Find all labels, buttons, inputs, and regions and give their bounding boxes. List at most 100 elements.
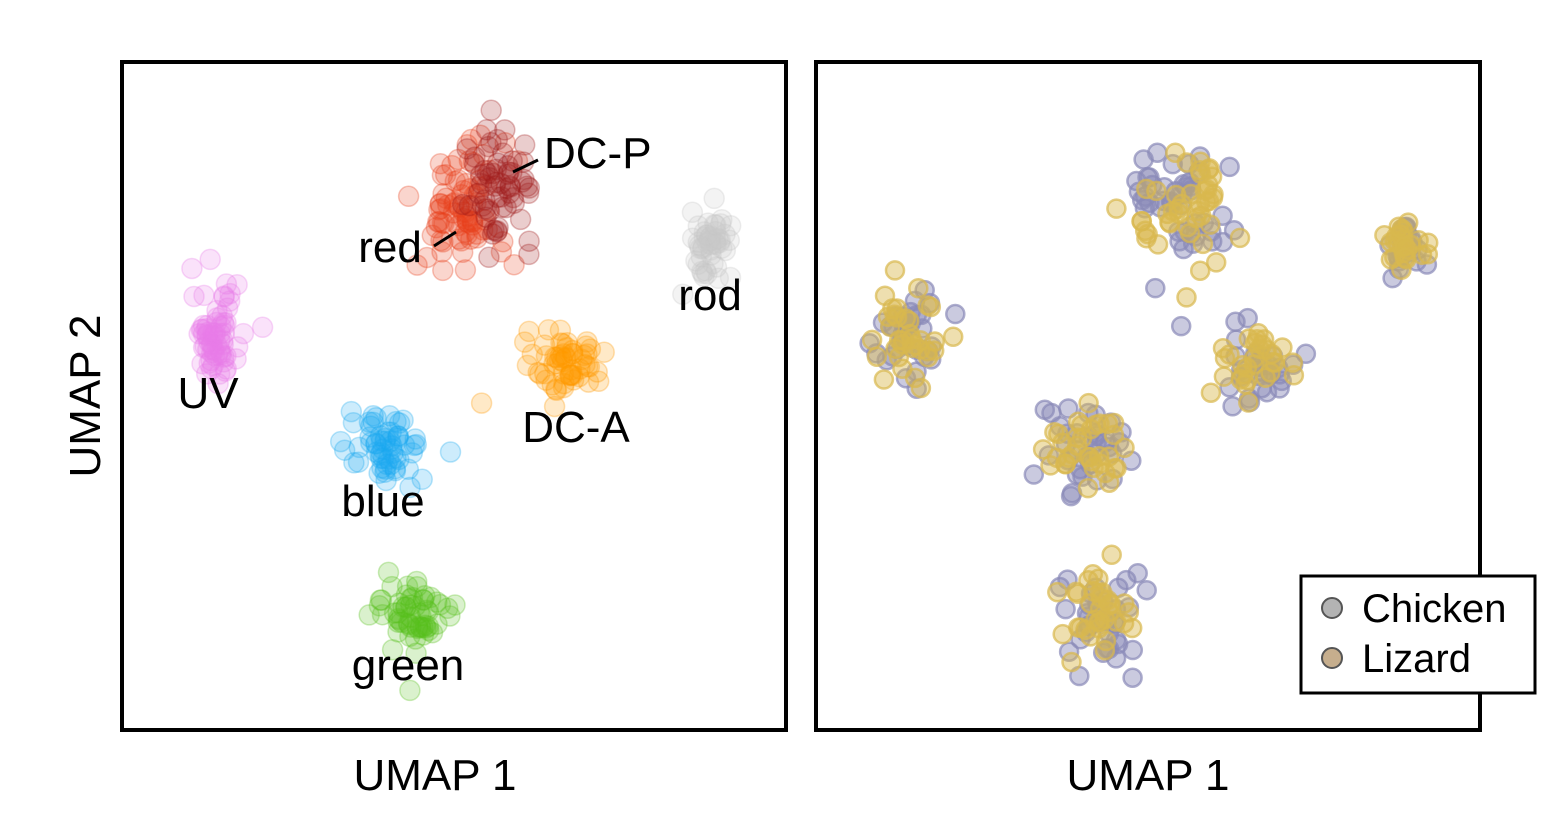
- point-chicken: [1136, 579, 1157, 601]
- point-blue: [370, 447, 392, 470]
- legend-marker-lizard: [1321, 647, 1343, 669]
- point-lizard: [1092, 582, 1113, 603]
- point-uv: [196, 323, 218, 346]
- cluster-label-blue: blue: [341, 477, 424, 526]
- point-dc-a: [576, 343, 598, 365]
- point-lizard: [1101, 544, 1122, 566]
- point-uv: [213, 346, 235, 368]
- point-dc-p: [478, 246, 500, 269]
- point-blue: [379, 430, 401, 453]
- point-dc-a: [543, 395, 566, 418]
- point-uv: [200, 358, 223, 380]
- point-blue: [362, 405, 384, 427]
- point-rod: [704, 228, 727, 251]
- point-lizard: [908, 278, 929, 299]
- point-green: [414, 585, 436, 607]
- point-uv: [202, 325, 224, 348]
- point-dc-a: [561, 364, 584, 386]
- point-dc-p: [474, 159, 496, 182]
- point-lizard: [1264, 352, 1286, 373]
- point-uv: [215, 311, 237, 334]
- point-uv: [212, 329, 234, 352]
- point-green: [383, 602, 406, 624]
- point-dc-p: [497, 163, 519, 186]
- point-green: [392, 596, 414, 618]
- point-uv: [202, 322, 224, 344]
- point-green: [415, 617, 437, 639]
- point-dc-p: [485, 171, 507, 194]
- point-uv: [212, 351, 235, 373]
- point-dc-a: [561, 342, 584, 365]
- point-green: [399, 625, 421, 648]
- point-lizard: [1094, 640, 1116, 661]
- point-dc-a: [569, 358, 591, 380]
- point-uv: [251, 316, 274, 339]
- point-green: [371, 603, 394, 626]
- point-red: [472, 219, 494, 241]
- point-rod: [693, 221, 716, 243]
- point-green: [390, 611, 413, 633]
- point-uv: [213, 314, 236, 337]
- point-green: [414, 614, 436, 636]
- point-uv: [207, 372, 229, 395]
- point-rod: [714, 239, 737, 262]
- point-dc-a: [561, 339, 584, 362]
- point-uv: [213, 322, 236, 344]
- point-uv: [209, 322, 231, 345]
- point-dc-a: [544, 346, 566, 368]
- point-dc-p: [486, 220, 508, 242]
- point-green: [412, 624, 435, 646]
- points-right: [859, 142, 1439, 688]
- point-lizard: [910, 377, 932, 399]
- point-green: [404, 595, 427, 618]
- point-blue: [368, 462, 390, 484]
- point-dc-a: [548, 349, 571, 371]
- y-axis-label: UMAP 2: [61, 314, 110, 477]
- point-green: [444, 594, 466, 616]
- point-blue: [358, 411, 381, 433]
- points-left: [181, 99, 742, 702]
- point-green: [387, 621, 409, 643]
- point-blue: [377, 448, 400, 470]
- point-rod: [696, 224, 718, 246]
- point-blue: [384, 459, 407, 482]
- point-red: [431, 164, 454, 186]
- point-red: [490, 241, 513, 263]
- point-blue: [362, 411, 385, 434]
- legend-marker-chicken: [1321, 597, 1343, 619]
- point-uv: [232, 322, 255, 345]
- point-green: [421, 621, 444, 644]
- point-lizard: [1159, 212, 1180, 233]
- point-uv: [210, 343, 233, 366]
- cluster-label-red: red: [358, 223, 422, 272]
- point-red: [434, 164, 457, 186]
- point-green: [412, 589, 434, 611]
- point-blue: [374, 430, 396, 453]
- point-chicken: [1127, 562, 1148, 584]
- point-rod: [691, 262, 714, 285]
- point-blue: [376, 453, 398, 476]
- point-red: [429, 193, 452, 215]
- point-green: [429, 593, 452, 616]
- point-dc-p: [492, 142, 514, 164]
- point-uv: [212, 333, 234, 356]
- point-lizard: [873, 369, 895, 390]
- point-uv: [215, 345, 237, 367]
- point-lizard: [1082, 564, 1104, 585]
- point-blue: [387, 427, 409, 449]
- point-blue: [405, 433, 427, 456]
- point-dc-p: [474, 198, 497, 220]
- point-red: [457, 211, 479, 234]
- point-blue: [404, 428, 427, 450]
- annotation-line-dc-p: [512, 158, 539, 174]
- point-red: [406, 254, 428, 276]
- point-blue: [393, 434, 416, 456]
- point-green: [381, 638, 404, 661]
- point-lizard: [1114, 437, 1135, 459]
- point-green: [381, 575, 403, 598]
- cluster-labels: UV red DC-P rod DC-A blue green: [177, 129, 741, 690]
- point-green: [400, 594, 422, 616]
- point-uv: [202, 338, 224, 361]
- point-green: [410, 616, 432, 639]
- point-dc-p: [481, 223, 504, 245]
